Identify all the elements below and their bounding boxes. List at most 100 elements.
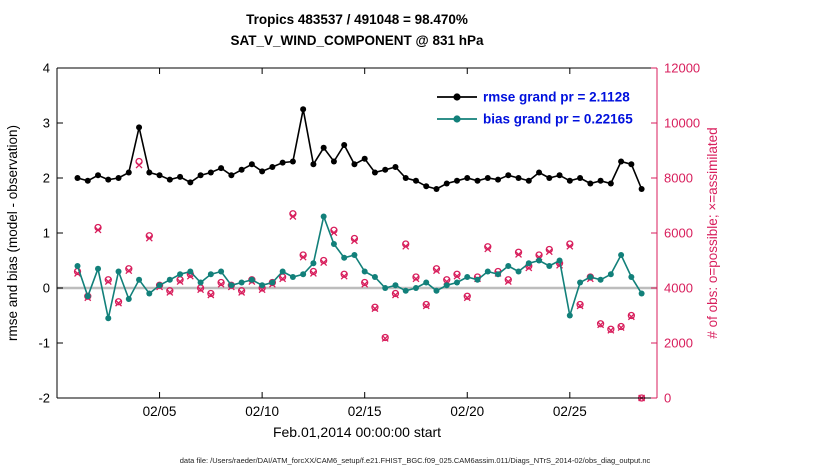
bias-marker — [638, 290, 645, 297]
rmse-marker — [289, 158, 296, 165]
rmse-marker — [125, 169, 132, 176]
bias-marker — [628, 274, 635, 280]
obs-possible-marker — [320, 256, 328, 265]
rmse-marker — [628, 161, 635, 168]
obs-assimilated-marker — [279, 275, 287, 283]
rmse-marker — [269, 164, 276, 170]
bias-marker — [269, 279, 276, 286]
bias-marker — [556, 257, 563, 264]
bias-marker — [484, 268, 491, 275]
y-tick-label-left: 1 — [43, 226, 50, 241]
obs-assimilated-marker — [320, 259, 328, 267]
obs-assimilated-marker — [207, 291, 215, 299]
bias-marker — [392, 282, 399, 289]
bias-marker — [228, 282, 235, 289]
bias-marker — [412, 285, 419, 291]
bias-marker — [495, 271, 502, 278]
rmse-marker — [546, 175, 553, 181]
rmse-marker — [443, 180, 450, 187]
obs-assimilated-marker — [258, 286, 266, 294]
bias-marker — [146, 290, 153, 297]
obs-possible-marker — [104, 276, 112, 284]
obs-assimilated-marker — [392, 291, 399, 299]
bias-marker — [566, 312, 573, 319]
obs-assimilated-marker — [145, 234, 153, 242]
rmse-marker — [515, 175, 522, 181]
bias-marker — [351, 252, 358, 258]
obs-assimilated-marker — [166, 288, 174, 296]
obs-possible-marker — [340, 270, 348, 278]
rmse-marker — [207, 169, 214, 176]
rmse-marker — [238, 166, 245, 173]
bias-marker — [105, 315, 112, 322]
rmse-marker — [587, 180, 594, 187]
plot-dynamic-layer: 02/05 02/10 02/15 02/20 02/25 -2 -1 0 1 2 3 4 0 2000 4… — [38, 61, 700, 420]
rmse-marker — [638, 186, 645, 192]
rmse-marker — [402, 175, 409, 181]
x-axis-label: Feb.01,2014 00:00:00 start — [273, 424, 441, 440]
rmse-marker — [166, 176, 173, 183]
obs-assimilated-marker — [289, 213, 297, 220]
rmse-marker — [412, 177, 419, 184]
rmse-marker — [464, 175, 471, 181]
bias-marker — [320, 213, 327, 220]
obs-assimilated-marker — [504, 278, 512, 285]
bias-marker — [402, 287, 409, 294]
obs-possible-marker — [432, 265, 441, 273]
rmse-marker — [115, 175, 122, 181]
bias-marker — [361, 268, 368, 275]
rmse-marker — [556, 172, 563, 179]
bias-marker — [536, 257, 543, 264]
rmse-marker — [597, 177, 604, 184]
y-tick-label-right: 4000 — [664, 281, 693, 296]
obs-possible-marker — [381, 333, 389, 342]
rmse-marker — [218, 165, 225, 172]
bias-marker — [279, 268, 286, 275]
bias-marker — [74, 263, 81, 269]
rmse-marker — [146, 169, 153, 176]
obs-assimilated-marker — [402, 242, 410, 250]
legend-bias-label: bias grand pr = 0.22165 — [483, 112, 633, 127]
rmse-marker — [330, 158, 337, 165]
bias-marker — [587, 274, 594, 280]
y-tick-label-left: 3 — [43, 116, 50, 131]
rmse-marker — [566, 177, 573, 184]
obs-possible-marker — [207, 289, 215, 298]
rmse-marker — [382, 166, 389, 173]
rmse-marker — [361, 155, 368, 162]
y-tick-label-right: 2000 — [664, 336, 693, 351]
bias-marker — [525, 260, 532, 267]
bias-marker — [125, 296, 132, 302]
rmse-marker — [392, 164, 399, 170]
obs-assimilated-marker — [125, 267, 133, 275]
y-tick-label-left: 2 — [43, 171, 50, 186]
bias-marker — [607, 271, 614, 278]
obs-assimilated-marker — [576, 302, 584, 310]
bias-marker — [310, 260, 317, 267]
rmse-marker — [197, 172, 204, 179]
chart-title-block: Tropics 483537 / 491048 = 98.470% SAT_V_… — [57, 10, 657, 52]
obs-possible-marker — [627, 311, 636, 320]
obs-assimilated-marker — [309, 269, 317, 277]
bias-marker — [84, 293, 91, 300]
y-axis-label-right: # of obs: o=possible; ×=assimilated — [705, 127, 720, 338]
obs-possible-marker — [422, 300, 430, 309]
chart-title: Tropics 483537 / 491048 = 98.470% — [246, 12, 468, 27]
bias-marker — [443, 282, 450, 289]
bias-marker — [597, 276, 604, 283]
bias-marker — [618, 252, 625, 258]
obs-assimilated-marker — [238, 288, 246, 296]
rmse-marker — [505, 172, 512, 179]
obs-possible-marker — [217, 278, 225, 287]
y-tick-label-right: 8000 — [664, 171, 693, 186]
legend-rmse-marker — [453, 93, 461, 101]
rmse-marker — [300, 106, 307, 113]
rmse-marker — [341, 142, 348, 148]
obs-assimilated-marker — [463, 294, 471, 302]
obs-assimilated-marker — [115, 299, 122, 307]
rmse-marker — [536, 169, 543, 176]
rmse-marker — [279, 159, 286, 166]
obs-possible-marker — [237, 287, 246, 295]
obs-assimilated-marker — [627, 313, 635, 321]
